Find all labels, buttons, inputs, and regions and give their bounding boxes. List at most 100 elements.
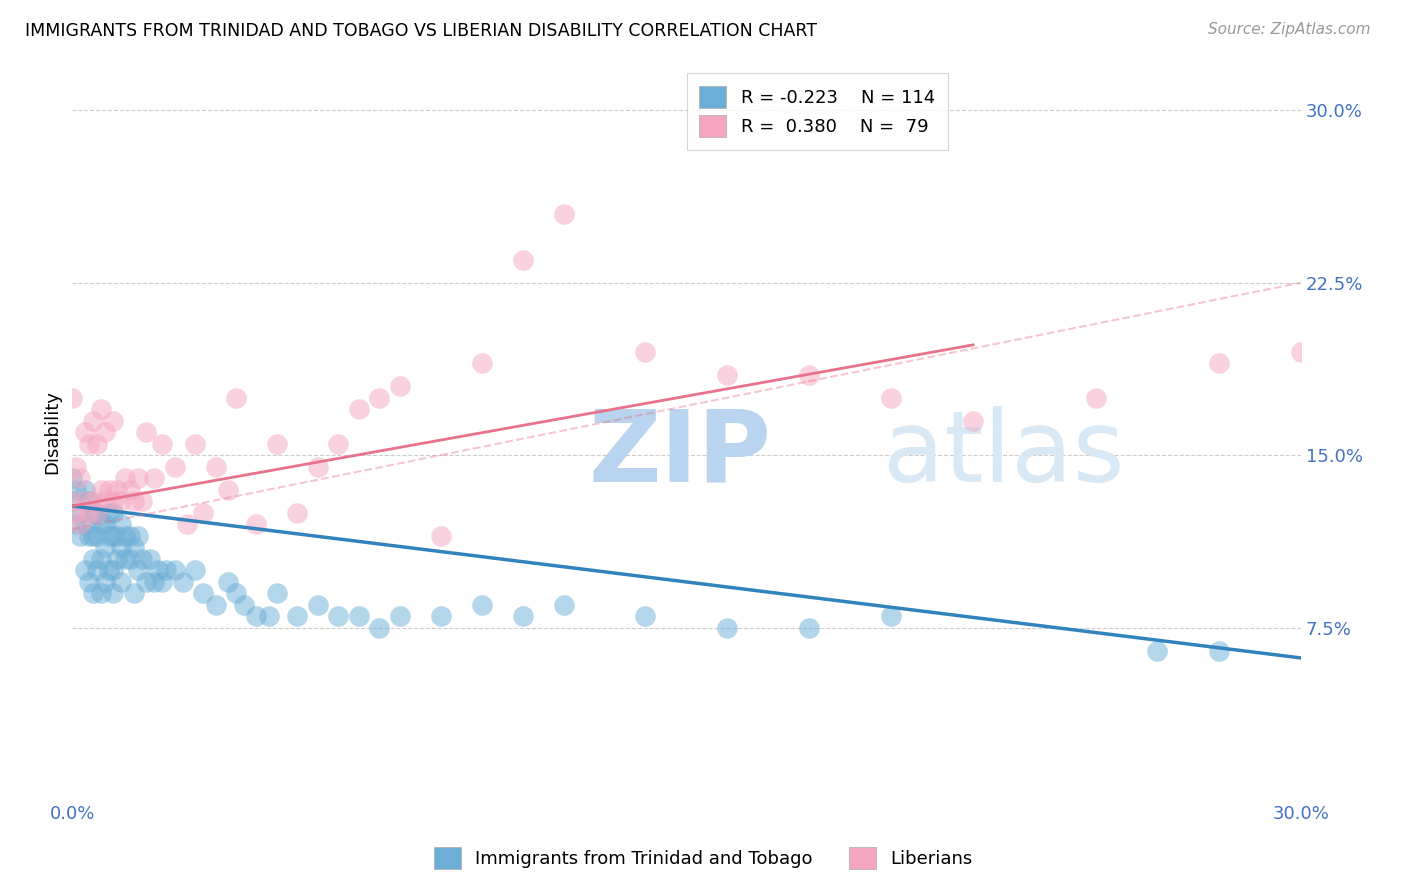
Point [176, 517, 198, 532]
Point [77, 529, 100, 543]
Point [131, 494, 153, 508]
Point [90, 552, 112, 566]
Point [368, 391, 391, 405]
Point [114, 471, 136, 485]
Point [139, 552, 162, 566]
Point [94, 517, 117, 532]
Point [110, 517, 132, 532]
Point [82, 494, 104, 508]
Text: ZIP: ZIP [588, 406, 770, 503]
Point [553, 207, 575, 221]
Point [101, 414, 124, 428]
Point [60, 494, 83, 508]
Point [90, 402, 112, 417]
Point [105, 529, 128, 543]
Point [98, 506, 121, 520]
Point [266, 437, 288, 451]
Point [69, 471, 91, 485]
Point [204, 459, 226, 474]
Point [60, 471, 83, 485]
Point [368, 621, 391, 635]
Point [98, 564, 121, 578]
Point [73, 425, 96, 440]
Point [82, 414, 104, 428]
Point [60, 391, 83, 405]
Point [184, 564, 207, 578]
Point [150, 574, 173, 589]
Point [880, 609, 903, 624]
Point [1208, 356, 1230, 370]
Point [90, 586, 112, 600]
Point [150, 437, 173, 451]
Point [73, 517, 96, 532]
Point [86, 437, 108, 451]
Point [799, 368, 821, 382]
Point [118, 552, 141, 566]
Point [1289, 344, 1312, 359]
Point [217, 574, 239, 589]
Point [101, 494, 124, 508]
Point [110, 494, 132, 508]
Point [155, 564, 177, 578]
Point [114, 529, 136, 543]
Point [82, 506, 104, 520]
Point [82, 552, 104, 566]
Point [512, 609, 534, 624]
Point [193, 586, 215, 600]
Point [307, 459, 329, 474]
Point [101, 586, 124, 600]
Text: atlas: atlas [883, 406, 1125, 503]
Point [204, 598, 226, 612]
Point [77, 574, 100, 589]
Point [60, 494, 83, 508]
Legend: R = -0.223    N = 114, R =  0.380    N =  79: R = -0.223 N = 114, R = 0.380 N = 79 [686, 73, 948, 150]
Point [65, 517, 87, 532]
Point [471, 356, 494, 370]
Point [471, 598, 494, 612]
Point [118, 483, 141, 497]
Point [82, 586, 104, 600]
Point [429, 609, 451, 624]
Point [634, 344, 657, 359]
Point [148, 564, 170, 578]
Point [118, 529, 141, 543]
Point [122, 586, 145, 600]
Point [101, 529, 124, 543]
Point [163, 459, 186, 474]
Point [90, 517, 112, 532]
Point [388, 379, 411, 393]
Point [634, 609, 657, 624]
Legend: Immigrants from Trinidad and Tobago, Liberians: Immigrants from Trinidad and Tobago, Lib… [425, 838, 981, 879]
Point [1084, 391, 1107, 405]
Point [77, 506, 100, 520]
Point [69, 529, 91, 543]
Point [127, 471, 149, 485]
Point [962, 414, 984, 428]
Point [193, 506, 215, 520]
Point [114, 552, 136, 566]
Point [347, 402, 370, 417]
Point [553, 598, 575, 612]
Point [225, 391, 247, 405]
Point [94, 494, 117, 508]
Point [266, 586, 288, 600]
Point [65, 483, 87, 497]
Point [73, 483, 96, 497]
Point [127, 564, 149, 578]
Point [73, 564, 96, 578]
Point [388, 609, 411, 624]
Point [135, 425, 157, 440]
Point [287, 609, 309, 624]
Point [77, 494, 100, 508]
Point [880, 391, 903, 405]
Point [110, 574, 132, 589]
Point [287, 506, 309, 520]
Point [105, 552, 128, 566]
Point [65, 506, 87, 520]
Point [172, 574, 194, 589]
Point [73, 494, 96, 508]
Point [86, 506, 108, 520]
Point [131, 552, 153, 566]
Point [512, 252, 534, 267]
Point [86, 529, 108, 543]
